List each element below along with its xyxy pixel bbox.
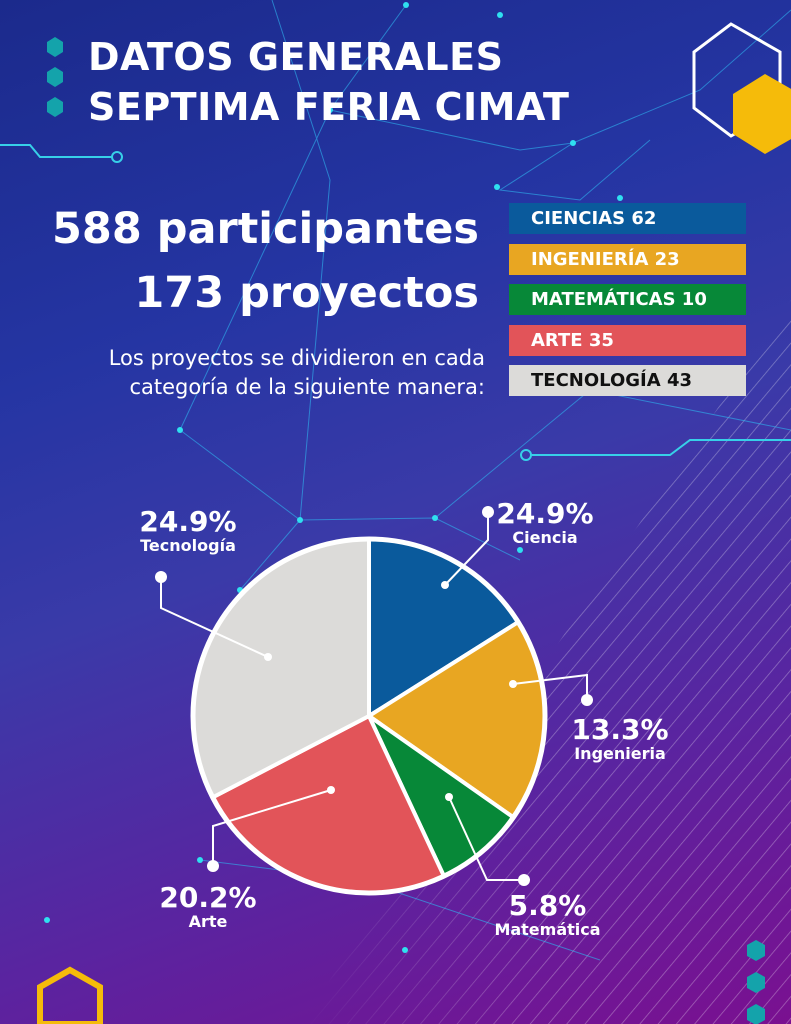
participants-count: 588 participantes [52, 204, 479, 254]
category-label: Matemática [494, 920, 601, 939]
title-line-1: DATOS GENERALES [88, 35, 504, 79]
page-title: DATOS GENERALES SEPTIMA FERIA CIMAT [88, 32, 569, 132]
title-line-2: SEPTIMA FERIA CIMAT [88, 85, 570, 129]
description: Los proyectos se dividieron en cada cate… [109, 344, 485, 402]
circuit-line [0, 144, 112, 158]
legend-item-matematicas: MATEMÁTICAS 10 [509, 284, 746, 315]
category-label: Ingenieria [574, 744, 666, 763]
legend: CIENCIAS 62 INGENIERÍA 23 MATEMÁTICAS 10… [509, 203, 746, 406]
data-label-ingenieria: 13.3% Ingenieria [560, 716, 680, 762]
percent-label: 20.2% [159, 881, 257, 914]
data-label-matematica: 5.8% Matemática [480, 892, 615, 938]
category-label: Ciencia [512, 528, 578, 547]
category-label: Arte [188, 912, 228, 931]
leader-dots [155, 506, 593, 886]
projects-count: 173 proyectos [134, 268, 479, 318]
hexagon-yellow-outline-icon [37, 966, 103, 1024]
description-line-2: categoría de la siguiente manera: [129, 375, 485, 399]
leader-lines [160, 512, 588, 881]
legend-item-ciencias: CIENCIAS 62 [509, 203, 746, 234]
data-label-ciencia: 24.9% Ciencia [490, 500, 600, 546]
category-label: Tecnología [140, 536, 236, 555]
hexagon-bullets-icon [47, 37, 765, 1024]
percent-label: 13.3% [571, 713, 669, 746]
legend-item-tecnologia: TECNOLOGÍA 43 [509, 365, 746, 396]
percent-label: 5.8% [508, 889, 587, 922]
legend-item-arte: ARTE 35 [509, 324, 746, 356]
circuit-line [530, 439, 791, 456]
percent-label: 24.9% [139, 505, 237, 538]
hexagon-outline-icon [692, 22, 782, 138]
data-label-tecnologia: 24.9% Tecnología [128, 508, 248, 554]
hexagon-yellow-icon [733, 74, 791, 154]
pie-outline [190, 536, 548, 896]
data-label-arte: 20.2% Arte [148, 884, 268, 930]
legend-item-ingenieria: INGENIERÍA 23 [509, 243, 746, 275]
network-nodes [44, 2, 623, 953]
percent-label: 24.9% [496, 497, 594, 530]
description-line-1: Los proyectos se dividieron en cada [108, 346, 485, 370]
